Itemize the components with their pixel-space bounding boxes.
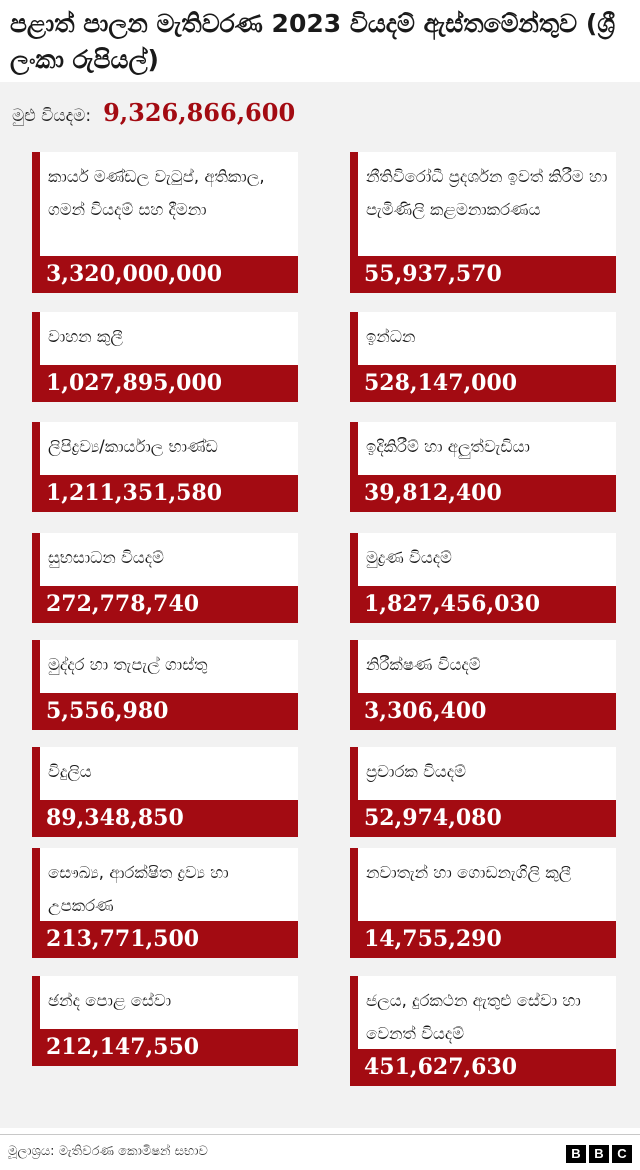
expense-card-welfare: සුභසාධන වියදම් 272,778,740: [32, 533, 298, 623]
graphic-title: පළාත් පාලන මැතිවරණ 2023 වියදම් ඇස්තමේන්ත…: [10, 9, 616, 74]
expense-card-health-equipment: සෞඛ්‍ය, ආරක්ෂිත ද්‍රව්‍ය හා උපකරණ 213,77…: [32, 848, 298, 958]
logo-letter: B: [566, 1145, 586, 1163]
expense-card-polling-station: ඡන්ද පොළ සේවා 212,147,550: [32, 976, 298, 1066]
expense-label: ඉදිකිරීම් හා අලුත්වැඩියා: [366, 437, 530, 456]
expense-label: මුද්දර හා තැපැල් ගාස්තු: [48, 655, 208, 674]
expense-label: සෞඛ්‍ය, ආරක්ෂිත ද්‍රව්‍ය හා උපකරණ: [48, 863, 229, 915]
total-value: 9,326,866,600: [103, 98, 296, 127]
expense-amount: 5,556,980: [32, 693, 298, 730]
expense-amount: 3,320,000,000: [32, 256, 298, 293]
expense-amount: 1,027,895,000: [32, 365, 298, 402]
total-expense: මුළු වියදම: 9,326,866,600: [12, 98, 295, 128]
expense-panel: මුළු වියදම: 9,326,866,600 කාර්ය මණ්ඩල වැ…: [0, 82, 640, 1128]
expense-amount: 213,771,500: [32, 921, 298, 958]
expense-label: කාර්ය මණ්ඩල වැටුප්, අතිකාල, ගමන් වියදම් …: [48, 167, 265, 219]
expense-amount: 212,147,550: [32, 1029, 298, 1066]
expense-amount: 1,827,456,030: [350, 586, 616, 623]
expense-amount: 451,627,630: [350, 1049, 616, 1086]
expense-label: ලිපිද්‍රව්‍ය/කාර්යාල භාණ්ඩ: [48, 437, 218, 456]
expense-amount: 528,147,000: [350, 365, 616, 402]
logo-letter: B: [589, 1145, 609, 1163]
source-note: මූලාශ්‍රය: මැතිවරණ කොමිෂන් සභාව: [8, 1144, 208, 1159]
expense-card-electricity: විදුලිය 89,348,850: [32, 747, 298, 837]
expense-label: නිරීක්ෂණ වියදම්: [366, 655, 481, 674]
expense-card-illegal-displays: නීතිවිරෝධී ප්‍රදර්ශන ඉවත් කිරීම හා පැමිණ…: [350, 152, 616, 293]
expense-card-stationery: ලිපිද්‍රව්‍ය/කාර්යාල භාණ්ඩ 1,211,351,580: [32, 422, 298, 512]
expense-label: විදුලිය: [48, 762, 92, 781]
expense-card-publicity: ප්‍රචාරක වියදම් 52,974,080: [350, 747, 616, 837]
expense-amount: 14,755,290: [350, 921, 616, 958]
expense-label: සුභසාධන වියදම්: [48, 548, 164, 567]
expense-amount: 52,974,080: [350, 800, 616, 837]
footer-divider: [0, 1134, 640, 1135]
expense-card-observation: නිරීක්ෂණ වියදම් 3,306,400: [350, 640, 616, 730]
expense-label: නීතිවිරෝධී ප්‍රදර්ශන ඉවත් කිරීම හා පැමිණ…: [366, 167, 608, 219]
expense-card-staff: කාර්ය මණ්ඩල වැටුප්, අතිකාල, ගමන් වියදම් …: [32, 152, 298, 293]
expense-card-utilities: ජලය, දුරකථන ඇතුළු සේවා හා වෙනත් වියදම් 4…: [350, 976, 616, 1086]
logo-letter: C: [612, 1145, 632, 1163]
expense-label: ජලය, දුරකථන ඇතුළු සේවා හා වෙනත් වියදම්: [366, 991, 581, 1043]
expense-amount: 89,348,850: [32, 800, 298, 837]
expense-card-printing: මුද්‍රණ වියදම් 1,827,456,030: [350, 533, 616, 623]
expense-amount: 55,937,570: [350, 256, 616, 293]
expense-label: ප්‍රචාරක වියදම්: [366, 762, 466, 781]
expense-amount: 1,211,351,580: [32, 475, 298, 512]
expense-label: මුද්‍රණ වියදම්: [366, 548, 452, 567]
expense-amount: 3,306,400: [350, 693, 616, 730]
bbc-logo: B B C: [566, 1145, 632, 1163]
expense-card-postage: මුද්දර හා තැපැල් ගාස්තු 5,556,980: [32, 640, 298, 730]
expense-label: ඉන්ධන: [366, 327, 416, 346]
expense-amount: 272,778,740: [32, 586, 298, 623]
expense-amount: 39,812,400: [350, 475, 616, 512]
expense-label: වාහන කුලී: [48, 327, 123, 346]
expense-card-fuel: ඉන්ධන 528,147,000: [350, 312, 616, 402]
expense-label: ඡන්ද පොළ සේවා: [48, 991, 172, 1010]
total-label: මුළු වියදම:: [12, 106, 92, 126]
expense-card-building-rent: නවාතැන් හා ගොඩනැගිලි කුලී 14,755,290: [350, 848, 616, 958]
expense-card-construction: ඉදිකිරීම් හා අලුත්වැඩියා 39,812,400: [350, 422, 616, 512]
expense-card-vehicle-hire: වාහන කුලී 1,027,895,000: [32, 312, 298, 402]
expense-label: නවාතැන් හා ගොඩනැගිලි කුලී: [366, 863, 572, 882]
